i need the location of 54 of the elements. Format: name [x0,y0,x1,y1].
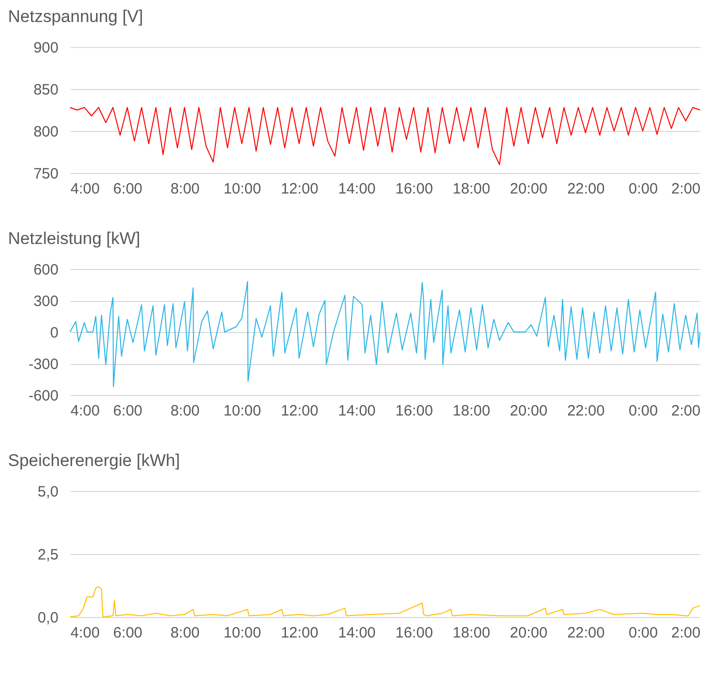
x-tick-label: 20:00 [510,624,548,642]
x-tick-label: 14:00 [338,180,376,198]
x-tick-label: 20:00 [510,402,548,420]
y-tick-label: 0,0 [38,610,58,626]
x-tick-label: 10:00 [224,624,262,642]
x-tick-label: 14:00 [338,402,376,420]
y-tick-label: -600 [28,388,58,404]
x-tick-label: 4:00 [70,402,100,420]
x-tick-label: 2:00 [671,180,700,198]
x-tick-label: 2:00 [671,402,700,420]
x-tick-label: 14:00 [338,624,376,642]
x-tick-label: 10:00 [224,402,262,420]
x-tick-label: 16:00 [395,180,433,198]
y-tick-label: 900 [33,40,58,56]
x-tick-label: 6:00 [113,180,142,198]
x-tick-label: 4:00 [70,624,100,642]
y-tick-label: 750 [33,166,58,182]
x-tick-label: 18:00 [452,180,490,198]
x-tick-label: 18:00 [452,402,490,420]
x-tick-label: 6:00 [113,402,142,420]
line-series [70,281,700,388]
x-tick-label: 4:00 [70,180,100,198]
x-tick-label: 0:00 [628,624,658,642]
y-tick-label: 850 [33,82,58,98]
x-tick-label: 22:00 [567,624,605,642]
x-tick-label: 12:00 [280,402,318,420]
x-tick-label: 18:00 [452,624,490,642]
x-tick-label: 8:00 [170,624,200,642]
x-tick-label: 2:00 [671,624,700,642]
x-tick-label: 8:00 [170,402,200,420]
chart-title: Netzspannung [V] [8,7,144,26]
y-tick-label: -300 [28,356,58,373]
chart-title: Netzleistung [kW] [8,229,140,248]
y-tick-label: 2,5 [38,546,58,564]
x-tick-label: 12:00 [280,624,318,642]
chart-title: Speicherenergie [kWh] [8,451,180,470]
y-tick-label: 0 [50,324,58,342]
x-tick-label: 22:00 [567,180,605,198]
x-tick-label: 22:00 [567,402,605,420]
x-tick-label: 16:00 [395,402,433,420]
y-tick-label: 5,0 [38,484,58,500]
x-tick-label: 6:00 [113,624,142,642]
line-series [70,106,700,166]
x-tick-label: 16:00 [395,624,433,642]
x-tick-label: 0:00 [628,180,658,198]
line-series [70,586,700,618]
y-tick-label: 300 [33,293,58,310]
x-tick-label: 10:00 [224,180,262,198]
x-tick-label: 8:00 [170,180,200,198]
x-tick-label: 12:00 [280,180,318,198]
x-tick-label: 0:00 [628,402,658,420]
y-tick-label: 600 [33,262,58,278]
x-tick-label: 20:00 [510,180,548,198]
y-tick-label: 800 [33,124,58,140]
